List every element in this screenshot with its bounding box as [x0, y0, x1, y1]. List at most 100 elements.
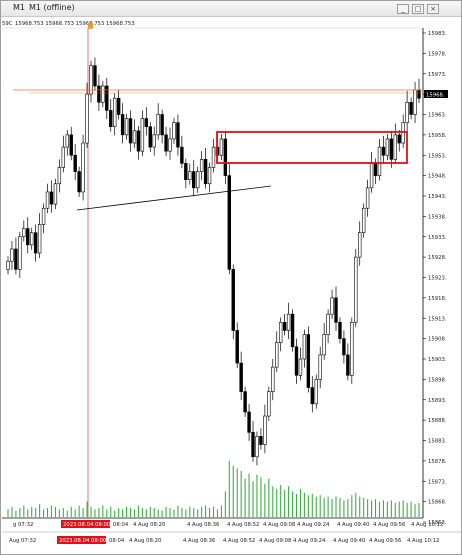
candle-body — [37, 224, 42, 254]
candle-body — [10, 248, 14, 262]
candle-body — [195, 171, 200, 189]
price-tick-label: 15913. — [428, 316, 447, 322]
price-tick-label: 15883. — [428, 439, 447, 445]
candle-body — [338, 322, 342, 339]
candle-body — [389, 138, 394, 160]
candle-body — [168, 138, 172, 152]
candle-body — [101, 85, 105, 103]
candle-body — [45, 191, 50, 209]
time-axis-bottom[interactable]: Aug 07:32 2023.08.04 08:00 08:04 4 Aug 08:2… — [2, 531, 461, 544]
candle-body — [255, 436, 259, 458]
maximize-button[interactable]: □ — [412, 4, 424, 14]
candle-body — [176, 122, 180, 148]
time-tick-label-bottom: 4 Aug 09:24 — [293, 538, 326, 544]
candle-body — [326, 313, 330, 335]
price-tick-label: 15868. — [428, 500, 447, 506]
time-tick-label: 4 Aug 10:12 — [411, 522, 443, 528]
current-price-label: 15968. — [426, 93, 445, 99]
candle-body — [61, 146, 66, 168]
time-tick-label: 4 Aug 08:36 — [187, 522, 220, 528]
candle-body — [294, 346, 299, 376]
price-tick-label: 15898. — [428, 377, 447, 383]
price-tick-label: 15958. — [428, 133, 447, 139]
time-tick-label-bottom: Aug 07:32 — [9, 538, 36, 544]
title-bar[interactable]: M1 M1 (offline) _ □ × — [1, 1, 461, 17]
candle-body — [49, 191, 54, 205]
candle-body — [164, 134, 168, 152]
one-click-trading-icon[interactable] — [88, 23, 93, 29]
price-tick-label: 15918. — [428, 296, 447, 302]
price-tick-label: 15978. — [428, 51, 447, 57]
candle-body — [97, 85, 101, 103]
price-tick-label: 15963. — [428, 113, 447, 119]
candle-body — [184, 163, 188, 180]
candle-body — [81, 142, 85, 193]
time-tick-label: 4 Aug 09:56 — [373, 522, 406, 528]
candle-body — [310, 387, 314, 405]
candle-body — [275, 342, 279, 368]
candle-body — [113, 97, 117, 128]
price-chart[interactable]: 59C 15968.753 15968.753 15968.753 15968.… — [1, 17, 461, 554]
candle-body — [211, 146, 216, 168]
candle-body — [6, 260, 10, 270]
candle-body — [227, 175, 232, 270]
candle-body — [188, 171, 192, 181]
time-tick-label: 4 Aug 09:24 — [297, 522, 330, 528]
time-tick-label: 4 Aug 08:52 — [227, 522, 259, 528]
candle-body — [239, 362, 243, 392]
price-axis[interactable]: 15983. 15978. 15973. 15968. 15963. 15958. 1595… — [423, 31, 447, 526]
candle-body — [199, 159, 204, 172]
time-tick-label: 08:04 — [113, 522, 129, 528]
candle-body — [192, 171, 196, 189]
candle-body — [342, 338, 346, 356]
candle-body — [290, 313, 295, 348]
price-tick-label: 15878. — [428, 459, 447, 465]
candle-body — [346, 354, 350, 376]
price-tick-label: 15888. — [428, 418, 447, 424]
candle-body — [136, 130, 141, 152]
candle-body — [373, 163, 378, 176]
time-tick-label-bottom: 4 Aug 08:52 — [223, 538, 255, 544]
price-tick-label: 15933. — [428, 235, 447, 241]
candle-body — [105, 85, 109, 111]
price-tick-label: 15973. — [428, 72, 447, 78]
right-margin — [450, 27, 460, 527]
time-axis-top[interactable]: g 07:32 2023.08.04 08:00 08:04 4 Aug 08:20 4… — [13, 520, 443, 528]
time-tick-label: 4 Aug 08:20 — [133, 522, 166, 528]
supply-zone-rectangle[interactable] — [216, 131, 408, 164]
time-tick-label-bottom: 4 Aug 10:12 — [407, 538, 439, 544]
candle-body — [207, 167, 212, 185]
time-tick-label-bottom: 2023.08.04 08:00 — [59, 538, 107, 544]
minimize-button[interactable]: _ — [397, 4, 409, 14]
candle-body — [41, 207, 46, 225]
candle-body — [231, 269, 235, 331]
candle-body — [413, 89, 417, 115]
candle-body — [350, 322, 354, 376]
current-price-tag — [424, 90, 448, 98]
price-tick-label: 15893. — [428, 398, 447, 404]
time-tick-label: g 07:32 — [13, 522, 33, 528]
candle-body — [354, 256, 358, 323]
candle-body — [128, 118, 133, 144]
candle-body — [30, 232, 34, 246]
candle-body — [160, 114, 164, 136]
price-tick-label: 15923. — [428, 276, 447, 282]
candle-body — [417, 89, 421, 99]
candle-body — [259, 436, 263, 445]
candle-body — [85, 93, 89, 144]
candle-body — [298, 358, 303, 376]
price-tick-label: 15908. — [428, 337, 447, 343]
candle-body — [219, 138, 224, 156]
time-tick-label-bottom: 4 Aug 09:56 — [369, 538, 402, 544]
candle-body — [361, 207, 366, 233]
candle-body — [381, 146, 386, 156]
candle-body — [116, 97, 121, 115]
candle-body — [377, 146, 382, 176]
trendline[interactable] — [76, 185, 272, 211]
volume-bars — [7, 460, 420, 517]
candle-body — [286, 313, 291, 331]
candle-body — [314, 379, 318, 405]
candle-body — [152, 134, 156, 148]
close-button[interactable]: × — [427, 4, 439, 14]
